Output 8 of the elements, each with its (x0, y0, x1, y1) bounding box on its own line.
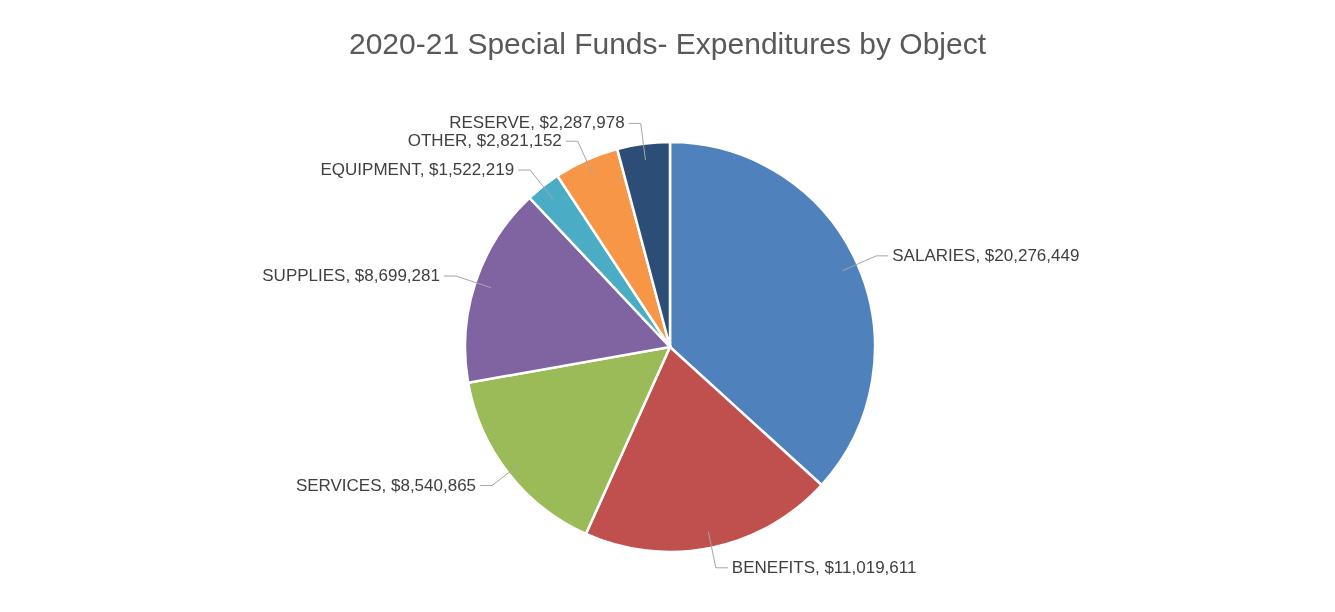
slice-label: SALARIES, $20,276,449 (892, 245, 1080, 265)
slice-label: OTHER, $2,821,152 (407, 131, 562, 151)
slice-label: EQUIPMENT, $1,522,219 (320, 160, 515, 180)
slice-label: RESERVE, $2,287,978 (449, 113, 625, 133)
slice-label: SUPPLIES, $8,699,281 (262, 266, 440, 286)
slice-label: SERVICES, $8,540,865 (295, 475, 477, 495)
slice-label: BENEFITS, $11,019,611 (731, 557, 917, 577)
chart-title: 2020-21 Special Funds- Expenditures by Object (348, 27, 987, 60)
